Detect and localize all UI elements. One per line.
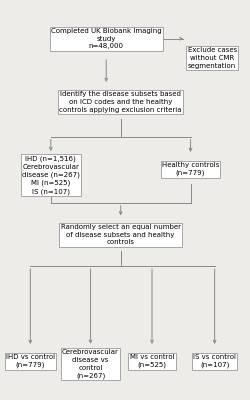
- Text: Exclude cases
without CMR
segmentation: Exclude cases without CMR segmentation: [187, 47, 236, 69]
- Text: Healthy controls
(n=779): Healthy controls (n=779): [161, 162, 218, 176]
- Text: Completed UK Biobank Imaging
study
n=48,000: Completed UK Biobank Imaging study n=48,…: [51, 28, 161, 50]
- Text: IHD vs control
(n=779): IHD vs control (n=779): [6, 354, 55, 368]
- Text: IHD (n=1,516)
Cerebrovascular
disease (n=267)
MI (n=525)
IS (n=107): IHD (n=1,516) Cerebrovascular disease (n…: [22, 156, 80, 194]
- Text: Randomly select an equal number
of disease subsets and healthy
controls: Randomly select an equal number of disea…: [60, 224, 180, 245]
- Text: MI vs control
(n=525): MI vs control (n=525): [129, 354, 174, 368]
- Text: Identify the disease subsets based
on ICD codes and the healthy
controls applyin: Identify the disease subsets based on IC…: [59, 91, 181, 113]
- Text: Cerebrovascular
disease vs
control
(n=267): Cerebrovascular disease vs control (n=26…: [62, 349, 118, 379]
- Text: IS vs control
(n=107): IS vs control (n=107): [192, 354, 235, 368]
